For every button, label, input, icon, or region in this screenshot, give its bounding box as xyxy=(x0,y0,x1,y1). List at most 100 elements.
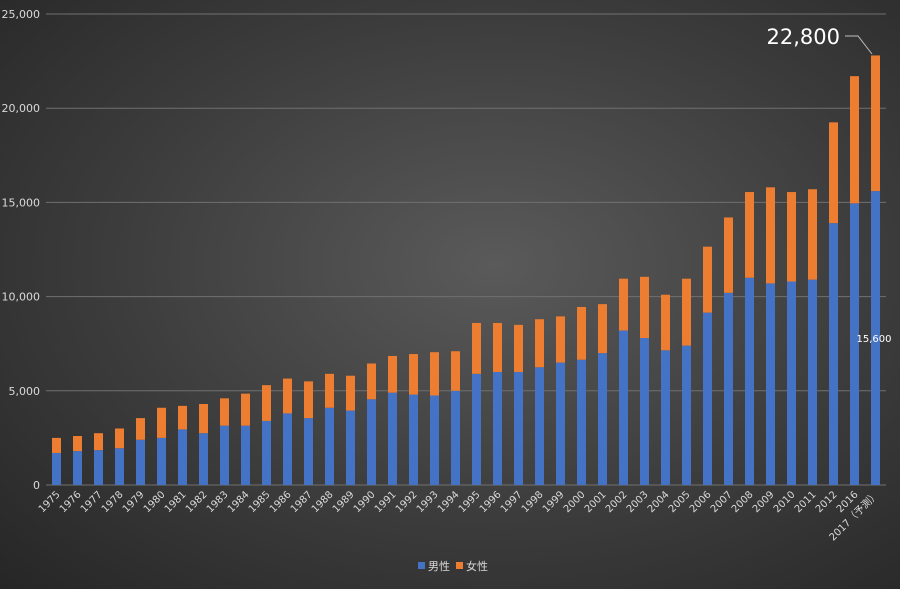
bar-segment-female xyxy=(577,306,586,360)
bar-segment-male xyxy=(745,277,754,485)
bar-segment-male xyxy=(724,292,733,485)
bar-segment-male xyxy=(430,395,439,485)
x-tick-label: 2001 xyxy=(583,489,609,515)
x-tick-label: 1975 xyxy=(37,489,63,515)
bar-segment-male xyxy=(451,390,460,485)
x-tick-label: 1985 xyxy=(247,489,273,515)
x-tick-label: 1998 xyxy=(520,489,546,515)
bar-segment-male xyxy=(661,350,670,485)
y-tick-label: 25,000 xyxy=(2,8,41,21)
x-tick-label: 2003 xyxy=(625,489,651,515)
bar-segment-female xyxy=(430,352,439,396)
bar-segment-female xyxy=(52,437,61,453)
y-tick-label: 5,000 xyxy=(9,385,41,398)
bar-segment-male xyxy=(682,345,691,485)
bar-segment-female xyxy=(703,246,712,313)
x-tick-label: 1997 xyxy=(499,489,525,515)
x-tick-label: 2008 xyxy=(730,489,756,515)
bar-segment-male xyxy=(220,425,229,485)
legend-label-male: 男性 xyxy=(428,559,450,573)
x-tick-label: 1995 xyxy=(457,489,483,515)
x-tick-label: 1992 xyxy=(394,489,420,515)
bar-segment-female xyxy=(157,407,166,438)
x-tick-label: 1978 xyxy=(100,489,126,515)
x-tick-label: 1988 xyxy=(310,489,336,515)
bar-segment-female xyxy=(787,192,796,282)
bar-segment-male xyxy=(703,312,712,485)
bar-segment-female xyxy=(598,304,607,354)
bar-segment-male xyxy=(493,371,502,485)
bar-segment-male xyxy=(304,418,313,485)
bar-segment-male xyxy=(94,450,103,485)
x-tick-label: 1989 xyxy=(331,489,357,515)
y-tick-label: 10,000 xyxy=(2,291,41,304)
total-annotation-leader xyxy=(845,35,873,55)
bar-segment-male xyxy=(262,420,271,485)
bar-segment-female xyxy=(136,418,145,440)
bar-segment-female xyxy=(304,381,313,419)
bar-segment-male xyxy=(829,223,838,485)
legend-swatch-male xyxy=(418,562,425,569)
bar-segment-female xyxy=(178,405,187,430)
bar-segment-male xyxy=(640,338,649,485)
bar-segment-female xyxy=(556,316,565,363)
x-tick-label: 1980 xyxy=(142,489,168,515)
bar-segment-female xyxy=(346,375,355,411)
bar-segment-female xyxy=(220,398,229,426)
bar-segment-male xyxy=(388,392,397,485)
x-tick-label: 1981 xyxy=(163,489,189,515)
bar-segment-male xyxy=(472,373,481,485)
x-tick-label: 2011 xyxy=(793,489,819,515)
x-tick-label: 2012 xyxy=(814,489,840,515)
y-tick-label: 0 xyxy=(33,479,40,492)
bar-segment-female xyxy=(619,278,628,331)
bar-segment-male xyxy=(808,279,817,485)
x-tick-label: 2002 xyxy=(604,489,630,515)
bar-segment-female xyxy=(808,189,817,280)
bar-segment-male xyxy=(787,281,796,485)
x-tick-label: 1999 xyxy=(541,489,567,515)
bar-segment-male xyxy=(409,394,418,485)
y-tick-label: 15,000 xyxy=(2,196,41,209)
x-tick-label: 1986 xyxy=(268,489,294,515)
x-tick-label: 2004 xyxy=(646,489,672,515)
bar-segment-male xyxy=(535,367,544,485)
bar-segment-female xyxy=(199,403,208,434)
x-tick-label: 1994 xyxy=(436,489,462,515)
bar-segment-female xyxy=(724,217,733,293)
bar-segment-female xyxy=(682,278,691,346)
legend-swatch-female xyxy=(456,562,463,569)
x-tick-label: 2006 xyxy=(688,489,714,515)
bar-segment-female xyxy=(283,378,292,414)
bar-segment-female xyxy=(745,192,754,278)
bar-segment-female xyxy=(472,322,481,374)
bar-segment-female xyxy=(115,428,124,449)
x-tick-label: 1993 xyxy=(415,489,441,515)
x-tick-label: 1977 xyxy=(79,489,105,515)
bar-segment-female xyxy=(325,373,334,408)
x-tick-label: 1979 xyxy=(121,489,147,515)
bar-segment-male xyxy=(766,283,775,485)
bar-segment-female xyxy=(262,385,271,421)
bar-segment-female xyxy=(493,322,502,372)
bar-segment-female xyxy=(661,294,670,351)
bar-segment-male xyxy=(619,330,628,485)
x-tick-label: 1976 xyxy=(58,489,84,515)
x-tick-label: 1983 xyxy=(205,489,231,515)
total-annotation-label: 22,800 xyxy=(767,25,840,49)
bar-segment-female xyxy=(850,76,859,204)
bar-segment-female xyxy=(514,324,523,372)
bar-segment-female xyxy=(766,187,775,284)
x-tick-label: 1984 xyxy=(226,489,252,515)
bar-segment-male xyxy=(241,425,250,485)
x-tick-label: 2009 xyxy=(751,489,777,515)
bar-segment-female xyxy=(871,55,880,192)
bar-segment-male xyxy=(73,451,82,485)
bar-segment-male xyxy=(598,353,607,485)
bar-segment-male xyxy=(871,191,880,485)
x-tick-label: 2010 xyxy=(772,489,798,515)
bar-segment-female xyxy=(241,393,250,426)
x-tick-label: 2005 xyxy=(667,489,693,515)
